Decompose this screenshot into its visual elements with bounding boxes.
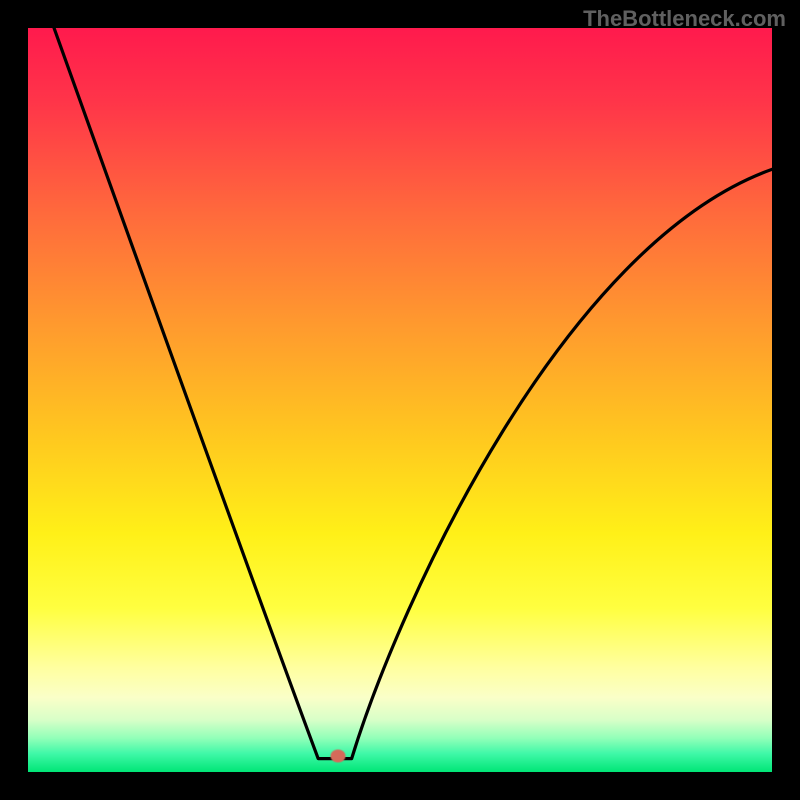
chart-frame: TheBottleneck.com bbox=[0, 0, 800, 800]
curve-path bbox=[54, 28, 772, 759]
plot-area bbox=[28, 28, 772, 772]
watermark-text: TheBottleneck.com bbox=[583, 6, 786, 32]
optimal-point-marker bbox=[330, 749, 345, 762]
bottleneck-curve bbox=[28, 28, 772, 772]
